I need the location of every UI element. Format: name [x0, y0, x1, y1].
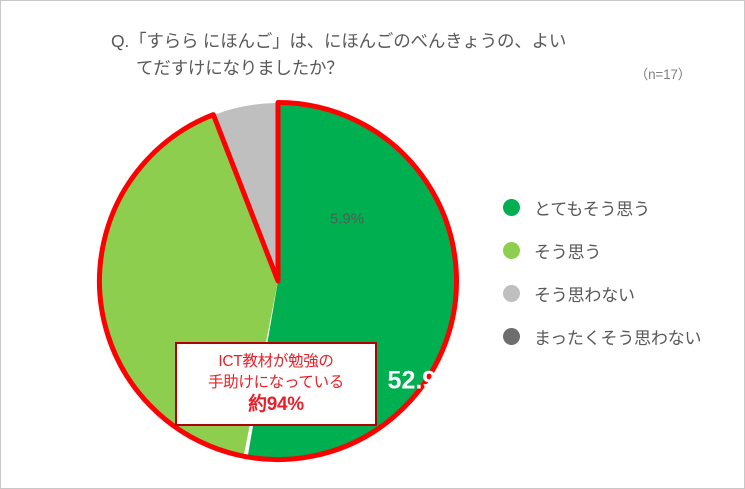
- legend-item[interactable]: とてもそう思う: [503, 186, 701, 229]
- legend-item-label: そう思わない: [534, 286, 635, 305]
- title-line-1: Q.「すらら にほんご」は、にほんごのべんきょうの、よい: [111, 31, 567, 51]
- legend-color-swatch-icon: [503, 328, 520, 345]
- title-line-2: てだすけになりましたか？: [136, 58, 344, 78]
- legend-color-swatch-icon: [503, 285, 520, 302]
- chart-legend: とてもそう思う そう思うそう思わないまったくそう思わない: [503, 186, 702, 358]
- legend-item[interactable]: そう思う: [503, 229, 701, 272]
- legend-color-swatch-icon: [503, 199, 520, 216]
- highlight-callout-box: ICT教材が勉強の 手助けになっている 約94%: [175, 342, 377, 426]
- callout-line-1: ICT教材が勉強の: [218, 353, 334, 370]
- callout-line-2: 手助けになっている: [207, 374, 345, 391]
- legend-item-label: そう思う: [534, 243, 602, 262]
- highlight-outline: [97, 100, 459, 462]
- legend-color-swatch-icon: [503, 242, 520, 259]
- legend-item-label: まったくそう思わない: [534, 329, 702, 348]
- legend-item-label: とてもそう思う: [534, 200, 650, 219]
- legend-item[interactable]: まったくそう思わない: [503, 315, 702, 358]
- slice-label-disagree: 5.9%: [329, 210, 365, 228]
- slice-label-very-agree: 52.9%: [387, 366, 459, 395]
- callout-total-value: 約94%: [248, 394, 304, 415]
- sample-size-annotation: （n=17）: [634, 67, 691, 82]
- page-title: Q.「すらら にほんご」は、にほんごのべんきょうの、よい てだすけになりましたか…: [111, 28, 691, 82]
- legend-item[interactable]: そう思わない: [503, 272, 701, 315]
